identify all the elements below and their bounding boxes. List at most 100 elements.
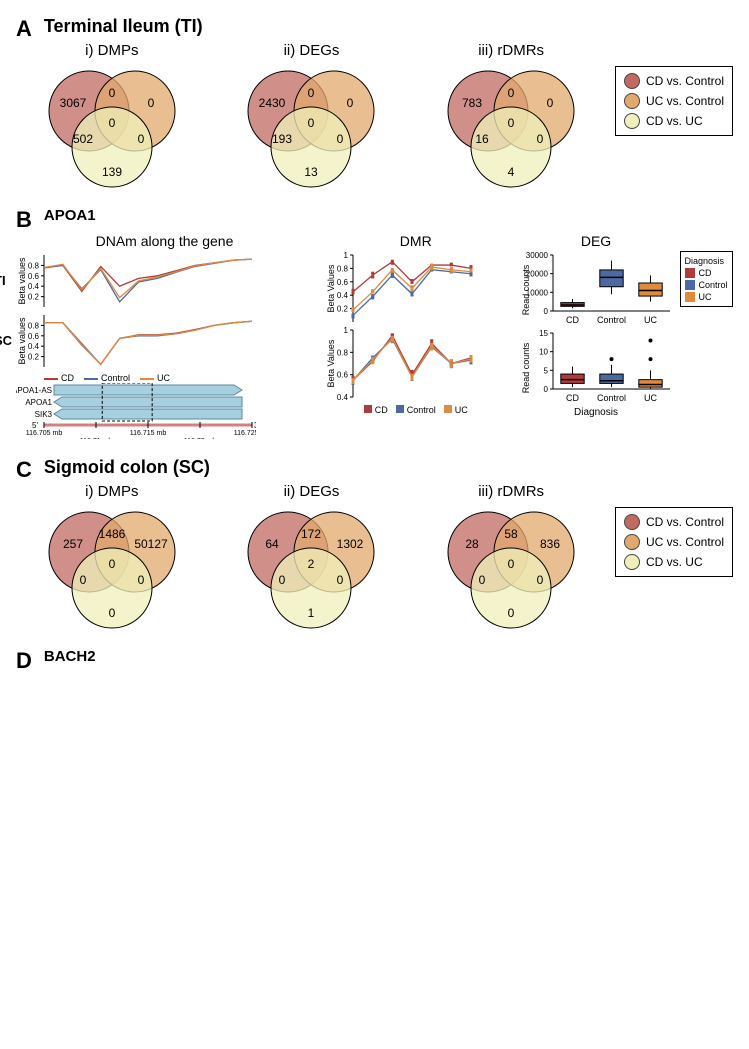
svg-text:0: 0 xyxy=(537,573,544,587)
legend-swatch-icon xyxy=(624,554,640,570)
svg-text:APOA1-AS: APOA1-AS xyxy=(16,386,52,395)
square-swatch-icon xyxy=(444,405,452,413)
dnam-sc-plot: 0.20.40.60.8Beta valuesSC xyxy=(16,311,313,371)
svg-text:0: 0 xyxy=(547,96,554,110)
legend-label: CD vs. UC xyxy=(646,114,703,128)
venn-legend-item: CD vs. Control xyxy=(624,514,724,530)
deg-xlabel: Diagnosis xyxy=(519,407,674,418)
row-label-sc: SC xyxy=(0,333,12,348)
dmr-column: DMR0.20.40.60.81Beta Values0.40.60.81Bet… xyxy=(325,233,507,439)
svg-text:116.715 mb: 116.715 mb xyxy=(130,430,167,437)
col-title: DEG xyxy=(519,233,674,249)
svg-text:0: 0 xyxy=(308,86,315,100)
svg-text:502: 502 xyxy=(73,132,93,146)
svg-text:0: 0 xyxy=(108,606,115,620)
venn-c-1-title: i) DMPs xyxy=(85,483,138,500)
svg-text:Control: Control xyxy=(596,315,625,325)
legend-item: Control xyxy=(84,373,130,383)
svg-text:50127: 50127 xyxy=(134,537,168,551)
svg-text:0: 0 xyxy=(147,96,154,110)
svg-text:0: 0 xyxy=(543,307,548,316)
svg-text:0.8: 0.8 xyxy=(28,321,40,330)
venn-a-3: iii) rDMRs 7830401600 xyxy=(415,42,607,191)
venn-legend-item: UC vs. Control xyxy=(624,534,724,550)
svg-text:Control: Control xyxy=(596,393,625,403)
legend-label: UC xyxy=(699,292,712,302)
svg-text:116.72 mb: 116.72 mb xyxy=(184,438,217,439)
svg-text:783: 783 xyxy=(462,96,482,110)
square-swatch-icon xyxy=(396,405,404,413)
svg-text:0.4: 0.4 xyxy=(28,282,40,291)
svg-text:0.2: 0.2 xyxy=(337,305,349,314)
svg-text:Beta values: Beta values xyxy=(17,257,27,305)
svg-text:4: 4 xyxy=(508,165,515,179)
deg-legend: DiagnosisCDControlUC xyxy=(680,251,733,307)
legend-swatch-icon xyxy=(624,113,640,129)
panel-c-row: i) DMPs 2575012701486000 ii) DEGs 641302… xyxy=(16,483,733,632)
panel-c-label: C xyxy=(16,457,32,483)
svg-text:0.6: 0.6 xyxy=(28,272,40,281)
svg-text:Beta values: Beta values xyxy=(17,317,27,365)
svg-text:0.8: 0.8 xyxy=(337,348,349,357)
legend-item: UC xyxy=(444,405,468,415)
venn-c-1: i) DMPs 2575012701486000 xyxy=(16,483,208,632)
legend-item: Control xyxy=(685,280,728,290)
panel-c-title: Sigmoid colon (SC) xyxy=(44,457,210,478)
venn-legend-item: CD vs. UC xyxy=(624,113,724,129)
col-title: DMR xyxy=(325,233,507,249)
svg-text:116.71 mb: 116.71 mb xyxy=(80,438,113,439)
svg-text:836: 836 xyxy=(540,537,560,551)
legend-swatch-icon xyxy=(624,514,640,530)
svg-text:0: 0 xyxy=(347,96,354,110)
svg-text:3067: 3067 xyxy=(59,96,86,110)
legend-swatch-icon xyxy=(624,534,640,550)
legend-label: UC vs. Control xyxy=(646,535,724,549)
panel-a-row: i) DMPs 30670139050200 ii) DEGs 24300130… xyxy=(16,42,733,191)
venn-legend-item: UC vs. Control xyxy=(624,93,724,109)
panel-a-label: A xyxy=(16,16,32,42)
svg-text:0: 0 xyxy=(508,606,515,620)
venn-legend-item: CD vs. Control xyxy=(624,73,724,89)
panel-b-label: B xyxy=(16,207,32,233)
col-title: DNAm along the gene xyxy=(16,233,313,249)
svg-text:116.705 mb: 116.705 mb xyxy=(26,430,63,437)
svg-text:193: 193 xyxy=(272,132,292,146)
row-label-ti: TI xyxy=(0,273,6,288)
svg-text:UC: UC xyxy=(644,315,657,325)
svg-text:28: 28 xyxy=(465,537,479,551)
box-swatch-icon xyxy=(685,280,695,290)
venn-svg-a3: 7830401600 xyxy=(426,61,596,191)
venn-svg-a2: 2430013019300 xyxy=(226,61,396,191)
svg-text:172: 172 xyxy=(301,527,321,541)
legend-label: CD vs. UC xyxy=(646,555,703,569)
dnam-column: DNAm along the gene0.20.40.60.8Beta valu… xyxy=(16,233,313,439)
panel-b-gene: APOA1 xyxy=(44,207,96,224)
deg-column: DEG0100002000030000CDControlUCRead count… xyxy=(519,233,734,439)
legend-item: UC xyxy=(140,373,170,383)
svg-text:0: 0 xyxy=(108,116,115,130)
legend-swatch-icon xyxy=(624,93,640,109)
svg-text:0: 0 xyxy=(137,573,144,587)
svg-text:Beta Values: Beta Values xyxy=(326,339,336,387)
svg-text:116.725 mb: 116.725 mb xyxy=(234,430,256,437)
legend-item: CD xyxy=(685,268,728,278)
venn-svg-c2: 6413021172002 xyxy=(226,502,396,632)
svg-text:2: 2 xyxy=(308,557,315,571)
venn-a-2-title: ii) DEGs xyxy=(284,42,340,59)
svg-text:0.8: 0.8 xyxy=(337,264,349,273)
panel-d-gene: BACH2 xyxy=(44,648,96,665)
venn-c-2-title: ii) DEGs xyxy=(284,483,340,500)
svg-text:1302: 1302 xyxy=(337,537,364,551)
svg-text:0: 0 xyxy=(508,557,515,571)
line-swatch-icon xyxy=(140,378,154,380)
venn-legend-a: CD vs. Control UC vs. Control CD vs. UC xyxy=(615,66,733,136)
legend-label: UC vs. Control xyxy=(646,94,724,108)
svg-text:0.2: 0.2 xyxy=(28,293,40,302)
svg-text:13: 13 xyxy=(305,165,319,179)
svg-text:0: 0 xyxy=(543,385,548,394)
svg-text:139: 139 xyxy=(102,165,122,179)
svg-text:0: 0 xyxy=(337,573,344,587)
inline-line-legend: CDControlUC xyxy=(44,373,313,383)
svg-text:0: 0 xyxy=(508,86,515,100)
svg-text:5: 5 xyxy=(543,366,548,375)
